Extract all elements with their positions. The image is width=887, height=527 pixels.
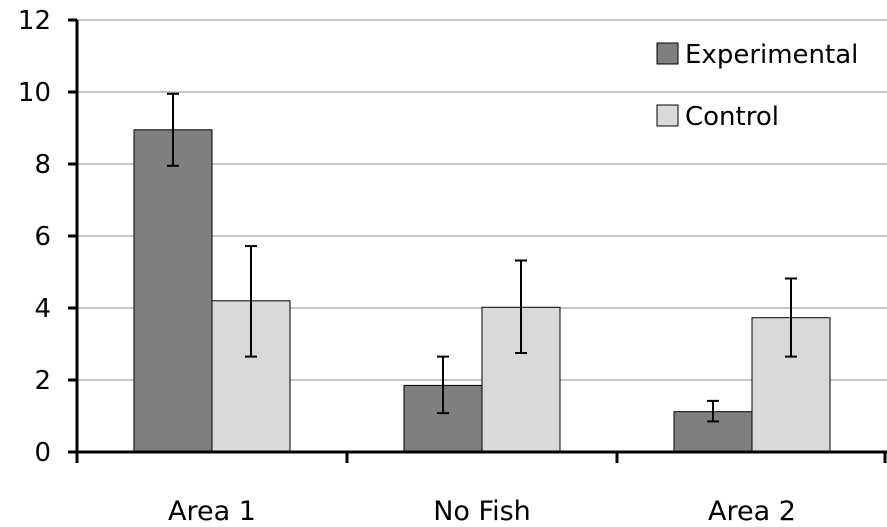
x-category-label: Area 2 xyxy=(708,496,796,527)
x-category-label: No Fish xyxy=(433,496,531,527)
error-bars xyxy=(167,92,797,423)
y-tick-label: 2 xyxy=(34,366,51,396)
error-bar xyxy=(785,277,797,358)
legend-label: Control xyxy=(685,102,779,132)
error-bar xyxy=(707,399,719,423)
legend-item: Control xyxy=(656,102,779,132)
y-tick-label: 6 xyxy=(34,222,51,252)
y-tick-label: 10 xyxy=(18,78,51,108)
bars xyxy=(133,129,831,453)
x-category-labels: Area 1 No Fish Area 2 xyxy=(168,496,796,527)
x-category-label: Area 1 xyxy=(168,496,256,527)
legend-swatch xyxy=(656,104,679,127)
y-tick-labels: 0 2 4 6 8 10 12 xyxy=(18,6,51,468)
legend-label: Experimental xyxy=(685,40,858,70)
error-bar xyxy=(437,355,449,415)
error-bar xyxy=(167,92,179,167)
legend-swatch xyxy=(656,42,679,65)
legend: Experimental Control xyxy=(656,40,858,132)
y-tick-label: 4 xyxy=(34,294,51,324)
y-tick-label: 8 xyxy=(34,150,51,180)
error-bar xyxy=(515,259,527,354)
legend-item: Experimental xyxy=(656,40,858,70)
y-tick-label: 12 xyxy=(18,6,51,36)
error-bar xyxy=(245,245,257,358)
axes xyxy=(68,18,887,463)
y-tick-label: 0 xyxy=(34,438,51,468)
bar-experimental-1 xyxy=(133,129,213,453)
